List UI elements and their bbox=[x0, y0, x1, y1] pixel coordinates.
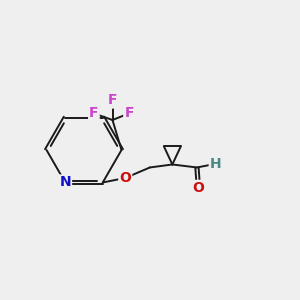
Text: F: F bbox=[108, 94, 117, 107]
Text: O: O bbox=[119, 171, 131, 185]
Text: F: F bbox=[124, 106, 134, 120]
Text: O: O bbox=[193, 181, 204, 195]
Text: H: H bbox=[210, 157, 221, 171]
Text: N: N bbox=[59, 176, 71, 190]
Text: F: F bbox=[89, 106, 99, 120]
